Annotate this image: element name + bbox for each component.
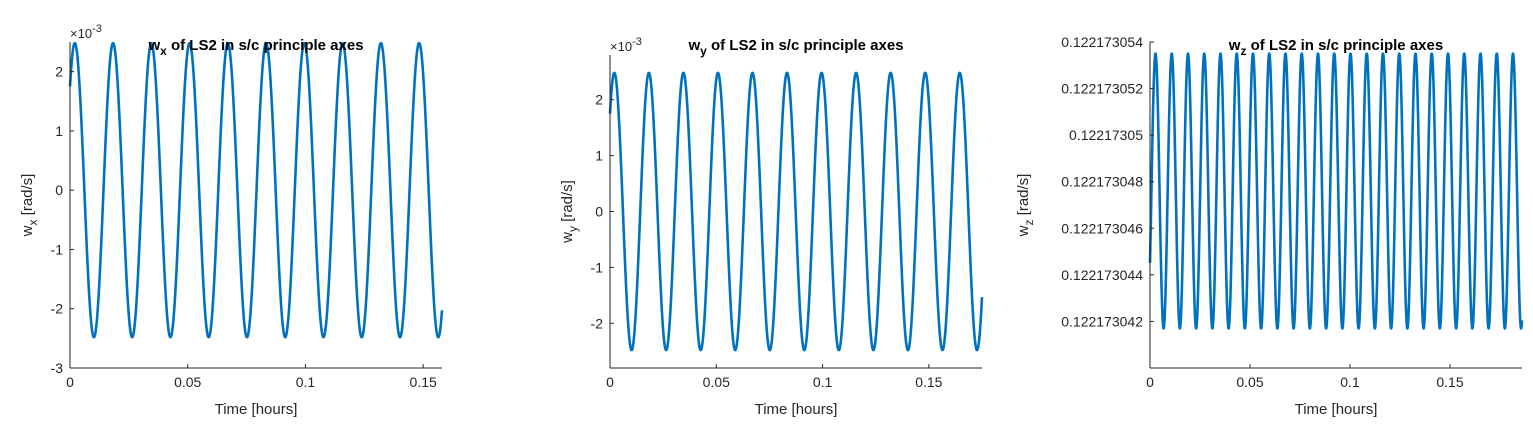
ylabel-rest: [rad/s] [559,180,576,226]
title-rest: of LS2 in s/c principle axes [167,37,364,54]
y-tick-label: 2 [595,92,603,108]
chart-title: wz of LS2 in s/c principle axes [1228,37,1443,58]
y-tick-label: 0 [595,204,603,220]
ylabel-subscript: y [566,226,580,232]
title-subscript: z [1240,44,1246,58]
axis-exponent-label: ×10-3 [610,36,642,54]
ylabel-main: w [559,232,576,244]
x-tick-label: 0.05 [174,374,201,390]
y-axis-label: wx [rad/s] [19,174,40,238]
x-tick-label: 0.1 [1340,374,1360,390]
x-tick-label: 0 [66,374,74,390]
y-tick-label: -2 [51,301,64,317]
y-tick-label: 0.12217305 [1069,127,1143,143]
ylabel-subscript: x [26,220,40,226]
ylabel-subscript: z [1022,220,1036,226]
y-tick-label: -2 [591,315,604,331]
x-tick-label: 0.05 [703,374,730,390]
y-axis-label: wz [rad/s] [1015,174,1036,238]
y-tick-label: 0.122173046 [1061,220,1143,236]
title-subscript: x [160,44,167,58]
x-axis-label: Time [hours] [215,401,298,418]
subplot-wz: 0 0.05 0.1 0.15 0.122173042 0.122173044 0.1221… [1015,34,1524,418]
x-tick-label: 0 [1146,374,1154,390]
x-tick-label: 0 [606,374,614,390]
ylabel-rest: [rad/s] [1015,174,1032,220]
chart-title: wx of LS2 in s/c principle axes [147,37,363,58]
title-rest: of LS2 in s/c principle axes [1246,37,1443,54]
title-rest: of LS2 in s/c principle axes [707,37,904,54]
x-axis-label: Time [hours] [755,401,838,418]
title-subscript: y [700,44,707,58]
x-tick-label: 0.05 [1236,374,1263,390]
series-line [68,41,444,339]
y-tick-label: 0 [55,182,63,198]
exponent-power: -3 [632,36,642,48]
title-main: w [147,37,160,54]
exponent-power: -3 [92,23,102,35]
y-tick-label: 0.122173042 [1061,313,1143,329]
ylabel-main: w [19,225,36,237]
y-tick-label: 1 [595,148,603,164]
title-main: w [687,37,700,54]
y-axis-label: wy [rad/s] [559,180,580,244]
exponent-base: ×10 [610,39,632,54]
ylabel-main: w [1015,225,1032,237]
y-tick-label: -1 [591,259,604,275]
y-tick-label: 1 [55,123,63,139]
x-tick-label: 0.15 [410,374,437,390]
series-line [608,71,984,352]
y-tick-label: 0.122173054 [1061,34,1143,50]
x-tick-label: 0.15 [915,374,942,390]
y-tick-label: 2 [55,64,63,80]
x-tick-label: 0.1 [813,374,833,390]
exponent-base: ×10 [70,26,92,41]
x-tick-label: 0.1 [296,374,316,390]
y-tick-label: 0.122173052 [1061,81,1143,97]
y-tick-label: 0.122173048 [1061,174,1143,190]
title-main: w [1228,37,1241,54]
y-tick-label: 0.122173044 [1061,267,1143,283]
y-tick-label: -1 [51,241,64,257]
x-tick-label: 0.15 [1436,374,1463,390]
y-tick-label: -3 [51,360,64,376]
series-line [1148,52,1524,330]
chart-title: wy of LS2 in s/c principle axes [687,37,903,58]
axis-exponent-label: ×10-3 [70,23,102,41]
x-axis-label: Time [hours] [1295,401,1378,418]
ylabel-rest: [rad/s] [19,174,36,220]
